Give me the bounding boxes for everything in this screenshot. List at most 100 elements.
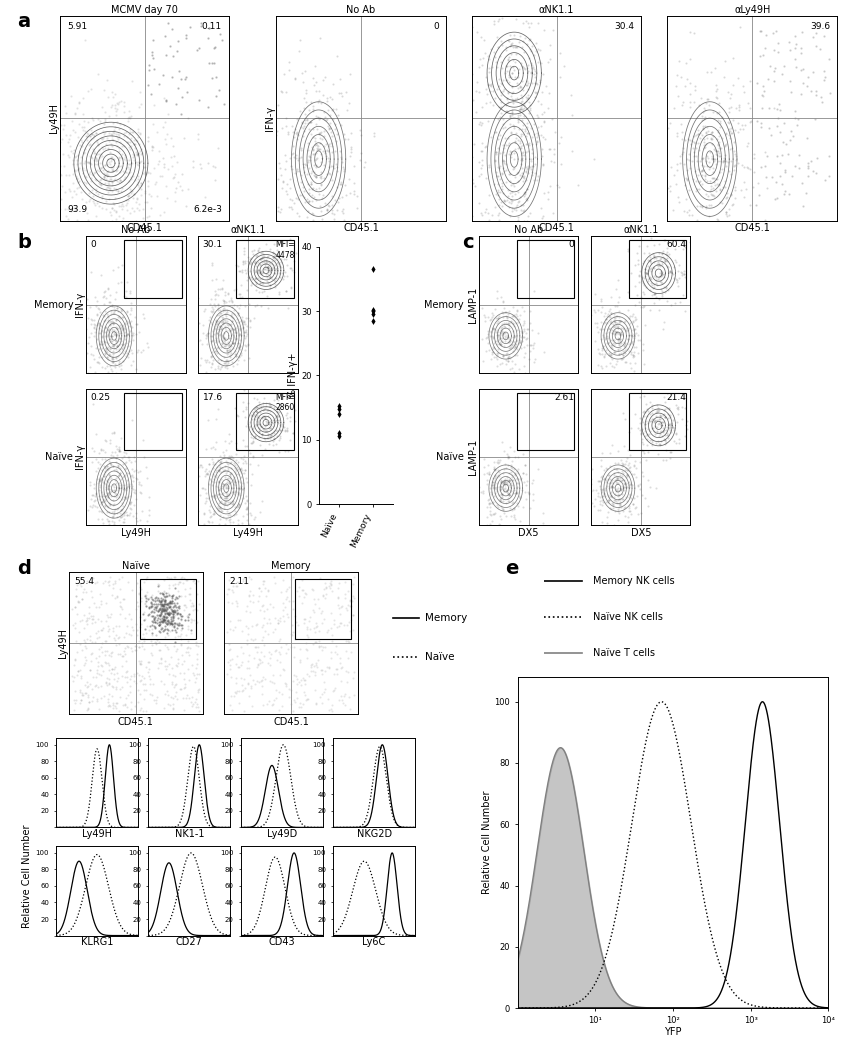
- Point: [656, 248, 670, 265]
- Point: [595, 314, 608, 331]
- Point: [697, 237, 711, 254]
- Point: [98, 334, 112, 351]
- Point: [119, 690, 133, 707]
- Point: [605, 324, 619, 341]
- Point: [258, 400, 272, 417]
- Point: [110, 350, 123, 366]
- Point: [117, 468, 130, 485]
- Point: [145, 587, 159, 604]
- Point: [71, 663, 85, 679]
- Point: [107, 482, 121, 499]
- Point: [312, 141, 326, 158]
- Point: [509, 45, 523, 62]
- Point: [242, 652, 255, 669]
- Point: [520, 143, 534, 160]
- Point: [107, 424, 121, 441]
- Point: [471, 488, 485, 505]
- Point: [336, 153, 350, 170]
- Point: [644, 413, 658, 429]
- Point: [109, 166, 123, 183]
- Point: [799, 185, 813, 202]
- Point: [532, 40, 545, 57]
- Point: [613, 333, 627, 350]
- Point: [602, 491, 615, 508]
- Point: [505, 471, 519, 488]
- Point: [612, 486, 626, 503]
- Point: [520, 320, 533, 337]
- Point: [308, 595, 322, 612]
- Point: [238, 462, 252, 479]
- Point: [671, 399, 684, 416]
- Point: [791, 160, 805, 176]
- Point: [500, 445, 513, 462]
- Point: [327, 160, 341, 176]
- Point: [322, 135, 336, 152]
- Point: [314, 177, 328, 194]
- Point: [523, 204, 537, 220]
- Point: [286, 623, 299, 639]
- Point: [469, 82, 482, 99]
- Point: [309, 192, 323, 209]
- Point: [170, 620, 184, 636]
- Point: [822, 147, 836, 164]
- Point: [300, 208, 314, 225]
- Point: [501, 482, 514, 499]
- Point: [280, 126, 294, 143]
- Point: [268, 270, 282, 287]
- Point: [624, 420, 638, 437]
- Point: [510, 470, 524, 487]
- Point: [491, 184, 505, 201]
- Point: [323, 153, 337, 170]
- Point: [70, 212, 84, 229]
- Point: [652, 411, 665, 427]
- Point: [230, 381, 243, 398]
- Point: [629, 324, 643, 341]
- Point: [638, 270, 652, 287]
- Point: [157, 593, 171, 610]
- Point: [481, 328, 494, 344]
- Point: [591, 488, 605, 505]
- Point: [88, 289, 102, 306]
- Point: [123, 500, 137, 517]
- Point: [98, 633, 111, 650]
- Point: [146, 687, 160, 704]
- Point: [342, 170, 356, 187]
- Point: [492, 332, 506, 349]
- Point: [212, 503, 226, 520]
- Point: [235, 261, 249, 278]
- Point: [114, 518, 128, 534]
- Point: [502, 376, 516, 393]
- Point: [285, 626, 299, 643]
- Point: [287, 630, 301, 647]
- Point: [115, 501, 129, 518]
- Point: [237, 671, 251, 688]
- Point: [126, 472, 140, 489]
- Point: [208, 172, 222, 189]
- Point: [227, 329, 241, 345]
- Point: [163, 615, 177, 632]
- Point: [80, 125, 94, 142]
- Point: [214, 318, 228, 335]
- Point: [92, 487, 106, 504]
- Point: [591, 474, 605, 490]
- Point: [221, 337, 235, 354]
- Point: [711, 142, 725, 159]
- Point: [507, 307, 520, 323]
- Point: [218, 496, 232, 512]
- Point: [525, 60, 539, 77]
- Point: [520, 60, 534, 77]
- Point: [516, 203, 530, 219]
- Point: [331, 580, 345, 596]
- Point: [503, 143, 517, 160]
- Point: [500, 474, 513, 490]
- Point: [272, 444, 286, 461]
- Point: [261, 258, 274, 275]
- Point: [320, 142, 334, 159]
- Point: [236, 403, 250, 420]
- Point: [772, 96, 786, 112]
- Point: [315, 686, 329, 702]
- Point: [117, 319, 131, 336]
- Point: [226, 449, 240, 466]
- Point: [215, 306, 229, 322]
- Point: [225, 293, 239, 310]
